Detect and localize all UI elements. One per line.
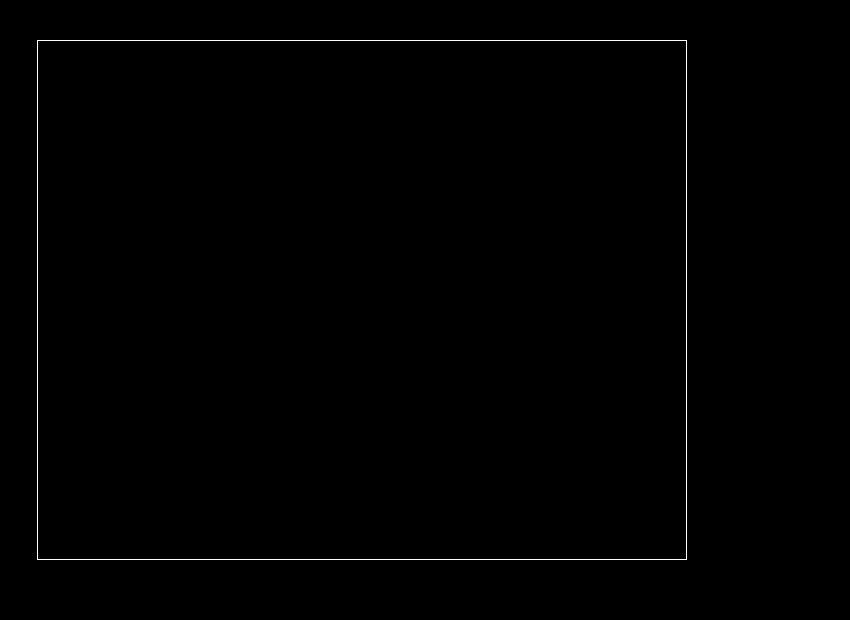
- legend-swatch-oper: [765, 435, 780, 438]
- legend-swatch-ens-mean: [831, 435, 846, 438]
- legend-mean-block: [714, 455, 846, 470]
- chart-canvas: [38, 41, 686, 559]
- legend-col-ens-mean: [780, 435, 846, 438]
- legend-item-climate-mean: [714, 455, 846, 470]
- plot-area: [37, 40, 687, 560]
- legend-swatch-mean: [831, 461, 846, 464]
- legend-item-special: [714, 429, 846, 444]
- legend-col-oper: [714, 435, 780, 438]
- legend: [714, 429, 846, 470]
